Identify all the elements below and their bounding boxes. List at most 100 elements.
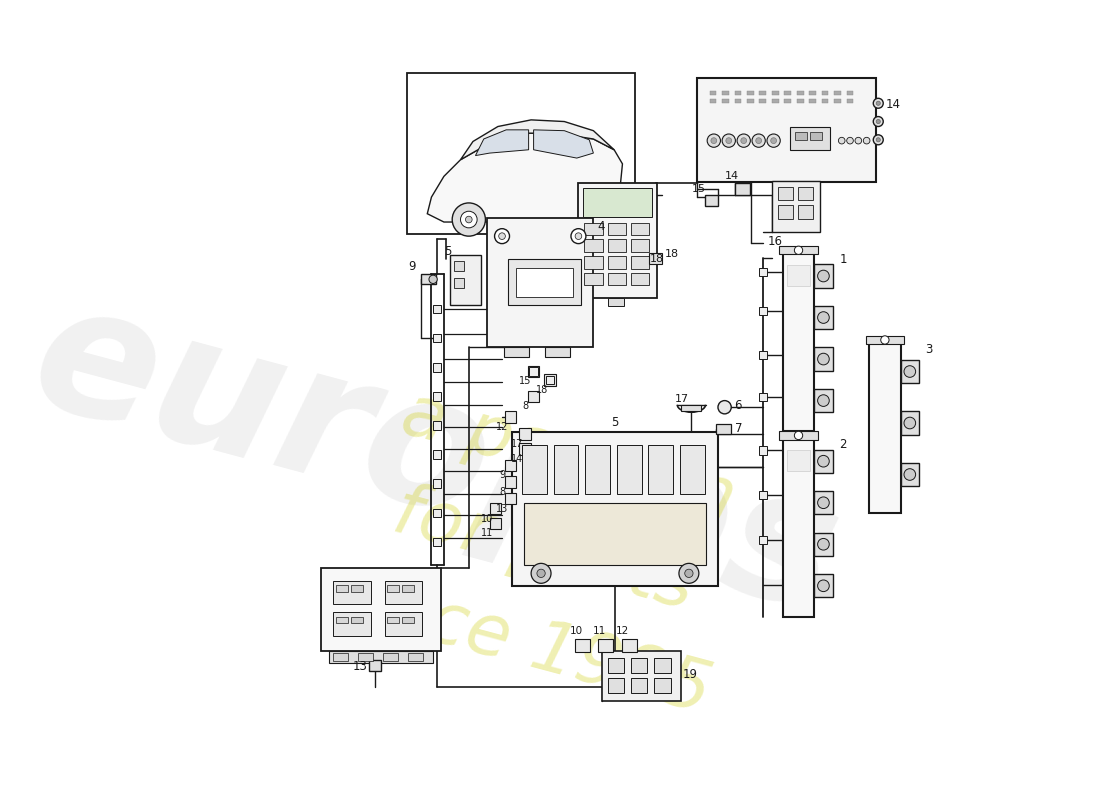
Circle shape <box>873 98 883 108</box>
Bar <box>790 126 830 150</box>
Circle shape <box>767 134 780 147</box>
Bar <box>516 268 573 297</box>
Bar <box>722 99 729 103</box>
Text: 10: 10 <box>481 514 493 523</box>
Bar <box>420 274 436 284</box>
Bar <box>333 581 371 604</box>
Bar <box>598 639 614 652</box>
Bar <box>528 366 539 378</box>
Bar <box>333 653 349 662</box>
Bar <box>617 445 641 494</box>
Bar <box>579 183 658 298</box>
Text: 7: 7 <box>735 422 743 435</box>
Text: 5: 5 <box>612 416 618 429</box>
Bar <box>505 493 516 504</box>
Bar <box>795 131 806 140</box>
Circle shape <box>817 312 829 323</box>
Bar <box>602 651 681 702</box>
Circle shape <box>817 497 829 509</box>
Circle shape <box>579 205 608 234</box>
Bar <box>546 376 554 384</box>
Bar <box>583 188 652 217</box>
Bar <box>528 390 539 402</box>
Bar <box>544 374 556 386</box>
Circle shape <box>817 394 829 406</box>
Bar <box>333 612 371 636</box>
Text: 6: 6 <box>734 399 741 412</box>
Bar <box>630 273 649 285</box>
Bar <box>784 91 791 95</box>
Bar <box>607 658 624 673</box>
Bar <box>433 392 441 401</box>
Bar <box>387 585 399 592</box>
Bar <box>901 463 918 486</box>
Bar <box>811 131 822 140</box>
Circle shape <box>877 119 880 124</box>
Text: 9: 9 <box>408 259 416 273</box>
Circle shape <box>498 233 505 239</box>
Bar <box>336 617 348 623</box>
Text: 18: 18 <box>536 385 548 394</box>
Circle shape <box>904 366 915 378</box>
Bar <box>403 585 414 592</box>
Bar <box>630 223 649 235</box>
Circle shape <box>707 134 721 147</box>
Bar <box>814 306 833 329</box>
Bar <box>722 91 729 95</box>
Bar <box>866 336 904 344</box>
Polygon shape <box>534 130 593 158</box>
Bar <box>630 256 649 269</box>
Circle shape <box>752 134 766 147</box>
Text: 19: 19 <box>683 668 698 681</box>
Bar <box>759 491 767 499</box>
Circle shape <box>461 211 477 228</box>
Text: 14: 14 <box>886 98 901 111</box>
Bar <box>810 91 816 95</box>
Bar <box>814 491 833 514</box>
Bar <box>607 223 626 235</box>
Bar <box>407 73 635 234</box>
Bar <box>433 422 441 430</box>
Text: 16: 16 <box>768 234 783 248</box>
Bar <box>759 446 767 454</box>
Bar <box>798 187 813 201</box>
Bar <box>505 459 516 471</box>
Bar <box>901 360 918 383</box>
Text: 14: 14 <box>725 171 739 182</box>
Circle shape <box>794 431 803 440</box>
Bar <box>747 99 754 103</box>
Bar <box>450 255 482 305</box>
Bar <box>778 187 793 201</box>
Circle shape <box>429 275 438 283</box>
Bar <box>403 617 414 623</box>
Bar <box>607 239 626 252</box>
Bar <box>490 518 502 530</box>
Bar <box>814 450 833 473</box>
Circle shape <box>817 270 829 282</box>
Circle shape <box>740 138 747 143</box>
Circle shape <box>817 354 829 365</box>
Circle shape <box>465 216 472 223</box>
Text: 1: 1 <box>839 253 847 266</box>
Bar <box>810 99 816 103</box>
Bar <box>648 445 673 494</box>
Bar <box>433 538 441 546</box>
Bar <box>784 99 791 103</box>
Circle shape <box>679 563 699 583</box>
Text: 15: 15 <box>519 377 531 386</box>
Text: 17: 17 <box>674 394 689 404</box>
Bar <box>504 346 529 357</box>
Bar <box>546 346 570 357</box>
Bar <box>433 334 441 342</box>
Bar <box>822 99 828 103</box>
Bar <box>710 99 716 103</box>
Text: 2: 2 <box>839 438 847 451</box>
Bar <box>778 206 793 218</box>
Bar <box>847 91 854 95</box>
Bar <box>847 99 854 103</box>
Text: 13: 13 <box>352 660 367 673</box>
Bar <box>359 653 373 662</box>
Bar <box>716 424 732 434</box>
Bar <box>433 363 441 371</box>
Bar <box>735 183 749 194</box>
